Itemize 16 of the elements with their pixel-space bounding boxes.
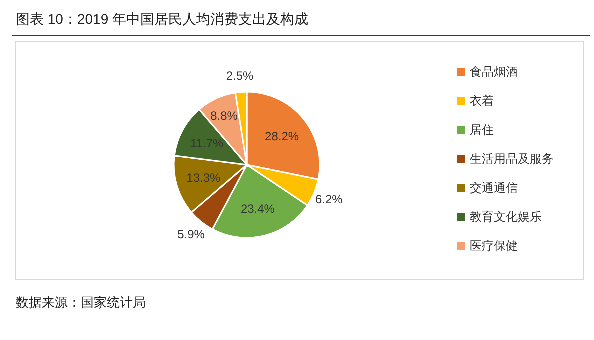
data-label: 28.2% [265,129,300,144]
legend-label: 教育文化娱乐 [470,210,542,224]
data-label: 2.5% [226,69,254,84]
data-label: 23.4% [240,202,276,216]
data-label: 6.2% [315,192,344,206]
legend-label: 生活用品及服务 [470,152,554,166]
data-label: 5.9% [178,228,206,242]
legend-label: 居住 [470,123,494,137]
legend-label: 食品烟酒 [470,65,518,79]
data-label: 8.8% [210,108,238,123]
data-label: 13.3% [186,171,221,186]
chart-title: 图表 10：2019 年中国居民人均消费支出及构成 [16,11,308,27]
legend-label: 医疗保健 [470,239,518,253]
source-note: 数据来源：国家统计局 [16,295,146,310]
legend-label: 交通通信 [470,181,518,195]
legend-label: 衣着 [470,94,494,108]
